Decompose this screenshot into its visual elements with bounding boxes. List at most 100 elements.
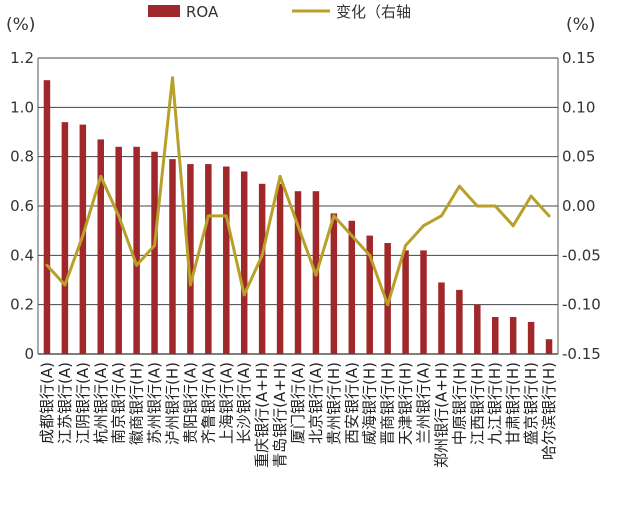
change-point xyxy=(99,174,103,178)
roa-bar xyxy=(294,191,302,354)
change-point xyxy=(242,293,246,297)
category-label: 中原银行(H) xyxy=(450,362,468,445)
category-label: 南京银行(A) xyxy=(110,362,128,444)
category-label: 江阴银行(A) xyxy=(74,362,92,444)
change-point xyxy=(153,243,157,247)
change-point xyxy=(170,76,174,80)
category-label: 厦门银行(A) xyxy=(289,362,307,444)
roa-bar xyxy=(240,171,248,354)
roa-bar xyxy=(169,159,176,354)
roa-bar xyxy=(151,151,158,354)
category-label: 青岛银行(A+H) xyxy=(271,362,289,468)
change-point xyxy=(206,214,210,218)
legend: ROA 变化（右轴 xyxy=(148,3,411,21)
roa-bar xyxy=(402,250,409,354)
roa-bar xyxy=(258,183,266,354)
left-tick-label: 1.2 xyxy=(10,49,34,67)
category-label: 甘肃银行(H) xyxy=(504,362,522,445)
roa-bar xyxy=(509,317,517,354)
right-tick-label: 0.10 xyxy=(562,98,595,116)
change-point xyxy=(135,263,139,267)
change-point xyxy=(81,234,85,238)
roa-bar xyxy=(527,321,535,354)
roa-bar xyxy=(43,80,51,354)
left-axis-ticks: 1.2 1.0 0.8 0.6 0.4 0.2 0 xyxy=(10,49,34,363)
category-label: 西安银行(A) xyxy=(343,362,361,444)
right-axis-unit: (%) xyxy=(566,15,595,35)
roa-bar xyxy=(223,166,230,354)
change-point xyxy=(422,224,426,228)
roa-bar xyxy=(438,282,445,354)
category-label: 天津银行(H) xyxy=(397,362,415,445)
right-tick-label: -0.15 xyxy=(562,345,601,363)
left-tick-label: 0.6 xyxy=(10,197,34,215)
right-tick-label: 0.05 xyxy=(562,148,595,166)
change-line xyxy=(45,76,551,307)
roa-bar xyxy=(420,250,427,354)
roa-bar xyxy=(133,146,140,354)
category-label: 杭州银行(A) xyxy=(92,362,110,444)
right-tick-label: -0.05 xyxy=(562,246,601,264)
change-point xyxy=(547,214,551,218)
legend-label-roa: ROA xyxy=(186,3,219,21)
roa-bar xyxy=(187,164,194,354)
change-point xyxy=(260,253,264,257)
roa-bar xyxy=(205,164,212,354)
change-point xyxy=(529,194,533,198)
change-point xyxy=(493,204,497,208)
category-label: 哈尔滨银行(H) xyxy=(540,362,558,460)
roa-bar xyxy=(474,304,481,354)
change-point xyxy=(332,214,336,218)
left-tick-label: 1.0 xyxy=(10,98,34,116)
legend-label-change: 变化（右轴 xyxy=(336,3,411,21)
category-label: 江西银行(H) xyxy=(468,362,486,445)
category-label: 北京银行(A) xyxy=(307,362,325,444)
category-label: 上海银行(A) xyxy=(217,362,235,444)
roa-bar xyxy=(545,339,553,354)
roa-bar xyxy=(456,289,463,354)
category-label: 苏州银行(A) xyxy=(146,362,164,444)
left-tick-label: 0.2 xyxy=(10,296,34,314)
left-tick-label: 0.4 xyxy=(10,246,34,264)
change-point xyxy=(117,214,121,218)
category-label: 晋商银行(H) xyxy=(379,362,397,445)
change-point xyxy=(296,224,300,228)
roa-bar xyxy=(276,183,284,354)
change-point xyxy=(45,263,49,267)
roa-bar xyxy=(330,213,338,354)
roa-bar xyxy=(348,220,356,354)
change-point xyxy=(457,184,461,188)
category-label: 长沙银行(A) xyxy=(235,362,253,444)
change-point xyxy=(475,204,479,208)
roa-bar xyxy=(366,235,373,354)
category-label: 徽商银行(H) xyxy=(128,362,146,445)
roa-bar xyxy=(115,146,122,354)
roa-bars xyxy=(43,80,553,354)
roa-bar xyxy=(491,317,499,354)
category-label: 兰州银行(A) xyxy=(415,362,433,444)
category-label: 盛京银行(H) xyxy=(522,362,540,445)
change-point xyxy=(188,283,192,287)
left-tick-label: 0.8 xyxy=(10,148,34,166)
category-label: 威海银行(H) xyxy=(361,362,379,445)
category-label: 九江银行(H) xyxy=(486,362,504,445)
roa-bar xyxy=(97,139,105,354)
change-point xyxy=(314,273,318,277)
left-axis-unit: (%) xyxy=(6,15,35,35)
category-label: 成都银行(A) xyxy=(38,362,56,444)
right-tick-label: 0.00 xyxy=(562,197,595,215)
right-tick-label: 0.15 xyxy=(562,49,595,67)
change-point xyxy=(224,214,228,218)
legend-swatch-roa xyxy=(148,5,180,17)
change-point xyxy=(63,283,67,287)
category-label: 重庆银行(A+H) xyxy=(253,362,271,468)
category-labels: 成都银行(A) 江苏银行(A) 江阴银行(A) 杭州银行(A) 南京银行(A) 徽商银行(… xyxy=(38,362,558,468)
change-point xyxy=(368,253,372,257)
category-label: 贵阳银行(A) xyxy=(181,362,199,444)
left-tick-label: 0 xyxy=(24,345,34,363)
category-label: 齐鲁银行(A) xyxy=(199,362,217,444)
category-label: 贵州银行(H) xyxy=(325,362,343,445)
right-tick-label: -0.10 xyxy=(562,296,601,314)
category-label: 江苏银行(A) xyxy=(56,362,74,444)
